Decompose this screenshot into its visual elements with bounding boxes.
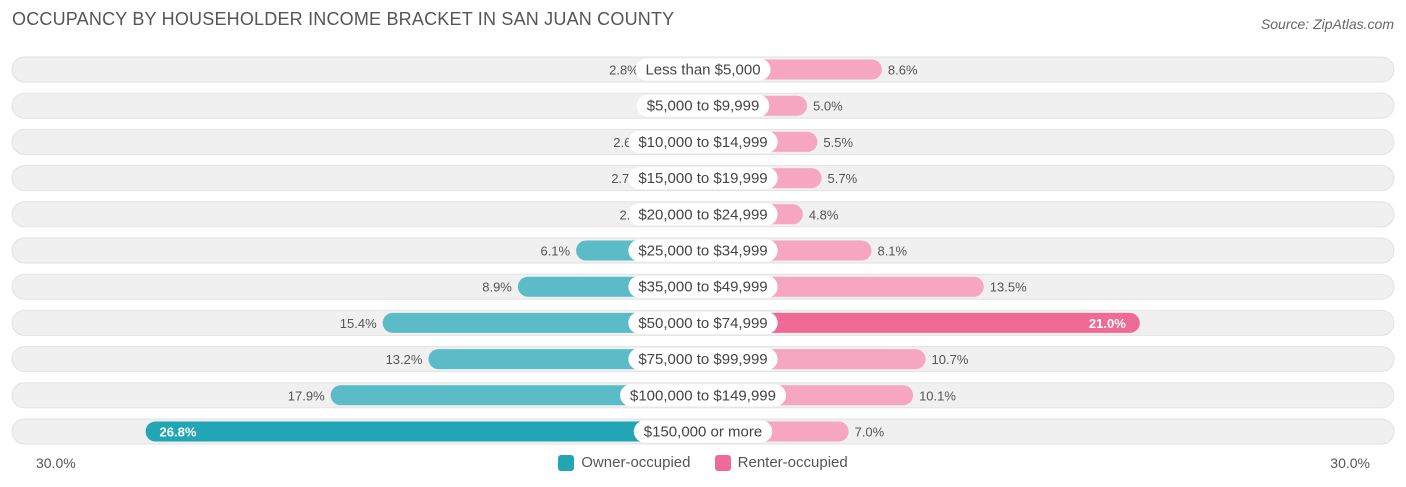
category-pill <box>628 275 778 298</box>
value-label-owner: 17.9% <box>288 388 325 403</box>
category-label: $50,000 to $74,999 <box>638 315 767 332</box>
category-label: Less than $5,000 <box>645 62 760 79</box>
bar-owner-occupied <box>382 312 703 333</box>
value-label-owner: 26.8% <box>160 425 197 440</box>
legend-label-renter: Renter-occupied <box>737 454 848 471</box>
legend-item-renter[interactable]: Renter-occupied <box>714 454 848 471</box>
legend-swatch-renter <box>714 454 731 471</box>
legend: Owner-occupied Renter-occupied <box>0 454 1406 475</box>
value-label-renter: 10.1% <box>919 388 956 403</box>
value-label-owner: 2.8% <box>609 63 639 78</box>
category-pill <box>620 384 786 407</box>
bar-renter-occupied <box>703 312 1140 333</box>
value-label-renter: 21.0% <box>1089 316 1126 331</box>
value-label-owner: 15.4% <box>340 316 377 331</box>
source-label: Source: ZipAtlas.com <box>1260 16 1394 32</box>
category-pill <box>635 58 771 81</box>
category-label: $5,000 to $9,999 <box>647 98 760 115</box>
chart-canvas: 2.8%8.6%Less than $5,0001.3%5.0%$5,000 t… <box>11 56 1395 445</box>
value-label-owner: 8.9% <box>482 280 512 295</box>
legend-item-owner[interactable]: Owner-occupied <box>558 454 690 471</box>
value-label-renter: 5.0% <box>813 99 843 114</box>
category-pill <box>628 311 778 334</box>
category-label: $10,000 to $14,999 <box>638 134 767 151</box>
category-label: $25,000 to $34,999 <box>638 243 767 260</box>
value-label-owner: 13.2% <box>386 352 423 367</box>
value-label-renter: 10.7% <box>932 352 969 367</box>
value-label-renter: 4.8% <box>809 207 839 222</box>
category-label: $20,000 to $24,999 <box>638 206 767 223</box>
category-label: $35,000 to $49,999 <box>638 279 767 296</box>
value-label-renter: 5.5% <box>823 135 853 150</box>
value-label-owner: 6.1% <box>540 244 570 259</box>
chart-title: OCCUPANCY BY HOUSEHOLDER INCOME BRACKET … <box>12 9 675 29</box>
category-pill <box>628 203 778 226</box>
axis-right-label: 30.0% <box>1330 455 1370 471</box>
value-label-renter: 8.1% <box>877 244 907 259</box>
value-label-renter: 8.6% <box>888 63 918 78</box>
axis-left-label: 30.0% <box>36 455 76 471</box>
category-pill <box>628 239 778 262</box>
value-label-renter: 13.5% <box>990 280 1027 295</box>
category-pill <box>628 167 778 190</box>
category-label: $15,000 to $19,999 <box>638 170 767 187</box>
value-label-renter: 7.0% <box>855 425 885 440</box>
bar-owner-occupied <box>330 385 703 406</box>
category-label: $75,000 to $99,999 <box>638 351 767 368</box>
bar-owner-occupied <box>145 421 703 442</box>
legend-label-owner: Owner-occupied <box>581 454 691 471</box>
category-pill <box>628 130 778 153</box>
category-label: $100,000 to $149,999 <box>630 387 776 404</box>
category-pill <box>628 348 778 371</box>
category-label: $150,000 or more <box>644 424 762 441</box>
category-pill <box>636 94 770 117</box>
value-label-renter: 5.7% <box>828 171 858 186</box>
legend-swatch-owner <box>558 454 575 471</box>
category-pill <box>633 420 773 443</box>
